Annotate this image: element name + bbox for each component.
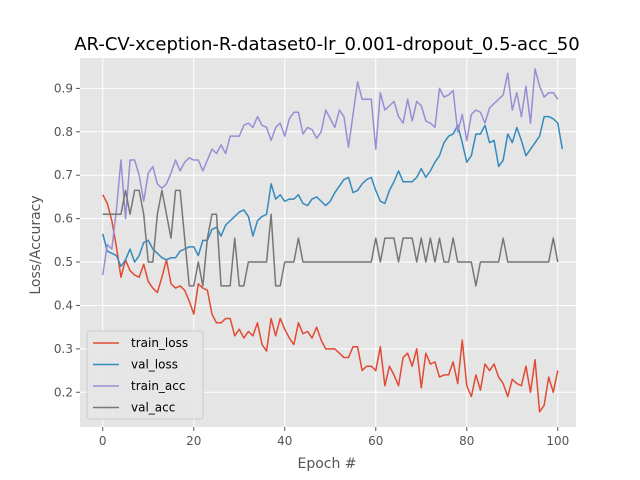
x-tick-label: 100: [546, 434, 569, 448]
y-tick-label: 0.6: [54, 212, 73, 226]
x-tick-label: 60: [368, 434, 383, 448]
series-lines: [102, 68, 564, 413]
chart-title: AR-CV-xception-R-dataset0-lr_0.001-dropo…: [74, 34, 580, 55]
y-tick-label: 0.5: [54, 255, 73, 269]
y-tick-label: 0.7: [54, 168, 73, 182]
y-axis-label: Loss/Accuracy: [28, 195, 44, 294]
y-tick-label: 0.9: [54, 81, 73, 95]
legend-label-train-acc: train_acc: [131, 379, 185, 393]
y-tick-label: 0.4: [54, 298, 73, 312]
y-tick-label: 0.3: [54, 342, 73, 356]
y-tick-label: 0.2: [54, 385, 73, 399]
series-line-train-acc: [102, 68, 559, 276]
x-tick-label: 40: [277, 434, 292, 448]
x-tick-label: 20: [186, 434, 201, 448]
x-tick-label: 80: [459, 434, 474, 448]
legend-label-val-acc: val_acc: [131, 401, 175, 415]
legend: train_loss val_loss train_acc val_acc: [86, 330, 204, 420]
legend-label-train-loss: train_loss: [131, 336, 188, 350]
series-line-val-acc: [102, 189, 559, 287]
x-tick-label: 0: [99, 434, 107, 448]
y-tick-label: 0.8: [54, 125, 73, 139]
axis-ticks: 0 20 40 60 80 100 0.2 0.3 0.4 0.5 0.6 0.7 0.8 0.9: [54, 81, 569, 448]
series-line-train-loss: [102, 194, 559, 413]
legend-label-val-loss: val_loss: [131, 358, 178, 372]
legend-box: [86, 330, 204, 420]
x-axis-label: Epoch #: [297, 456, 356, 472]
series-line-val-loss: [102, 115, 564, 268]
